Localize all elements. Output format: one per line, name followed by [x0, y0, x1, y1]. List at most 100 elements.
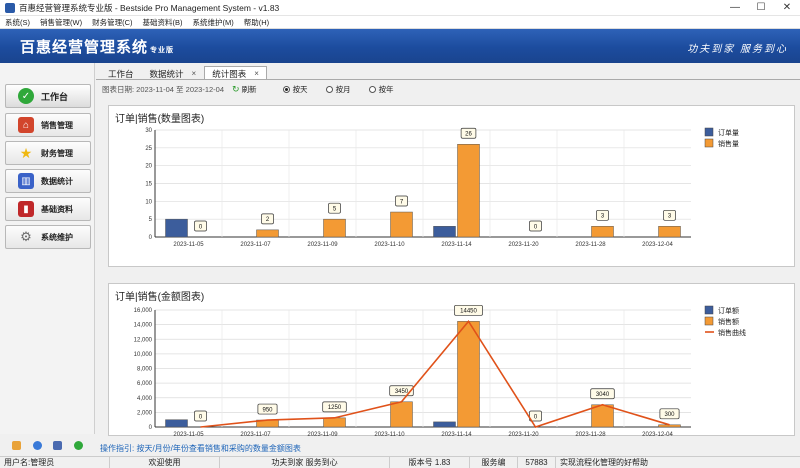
radio-dot	[282, 85, 290, 93]
data-label: 3040	[596, 392, 610, 398]
data-label-box	[663, 209, 676, 221]
tab-statistics[interactable]: 数据统计 ×	[142, 66, 205, 80]
bar-sales	[323, 417, 346, 428]
chart-title: 订单|销售(数量图表)	[115, 114, 205, 125]
add-icon[interactable]	[74, 440, 84, 450]
legend-label: 销售曲线	[718, 328, 746, 337]
y-tick-label: 30	[145, 128, 152, 134]
y-tick-label: 5	[149, 217, 153, 223]
data-label-box	[389, 385, 414, 397]
y-tick-label: 4,000	[137, 396, 153, 402]
menu-system[interactable]: 系统(S)	[5, 17, 30, 27]
data-label: 7	[400, 199, 404, 205]
close-icon[interactable]: ×	[191, 69, 197, 78]
app-icon	[5, 2, 15, 13]
close-button[interactable]: ✕	[782, 2, 792, 13]
brand-name: 百惠经营管理系统	[20, 39, 149, 56]
y-tick-label: 8,000	[137, 367, 153, 373]
bar-order	[165, 419, 188, 428]
menu-basic-data[interactable]: 基础资料(B)	[142, 17, 183, 27]
legend-label: 销售额	[718, 317, 739, 326]
y-tick-label: 6,000	[137, 381, 153, 387]
radio-by-month[interactable]: 按月	[325, 84, 351, 95]
tab-charts[interactable]: 统计图表 ×	[204, 66, 267, 80]
monitor-icon[interactable]	[53, 440, 63, 450]
y-tick-label: 12,000	[134, 337, 153, 343]
operation-hint: 操作指引: 按天/月份/年份查看销售和采购的数量金额图表	[100, 444, 301, 453]
menu-sales[interactable]: 销售管理(W)	[40, 17, 83, 27]
data-label: 2	[266, 217, 270, 223]
sidebar-footer	[0, 434, 95, 456]
status-motto: 功夫到家 服务到心	[220, 456, 390, 468]
data-label-box	[659, 408, 680, 420]
sales-curve-line	[200, 319, 670, 428]
data-label: 3450	[395, 389, 409, 395]
sidebar-item-workbench[interactable]: ✓ 工作台	[5, 84, 91, 108]
data-label-box	[328, 202, 341, 214]
data-label: 0	[534, 414, 538, 420]
menu-help[interactable]: 帮助(H)	[243, 17, 270, 27]
y-tick-label: 0	[149, 235, 153, 241]
chart-title: 订单|销售(金额图表)	[115, 292, 205, 303]
tab-workbench[interactable]: 工作台	[100, 66, 142, 80]
sidebar-item-label: 工作台	[41, 91, 69, 102]
sidebar-item-label: 财务管理	[41, 148, 73, 158]
edit-icon[interactable]	[11, 440, 21, 450]
refresh-icon: ↻	[232, 83, 240, 94]
sidebar-item-statistics[interactable]: ▥ 数据统计	[5, 169, 91, 193]
bar-sales	[457, 321, 480, 428]
sidebar-item-finance[interactable]: ★ 财务管理	[5, 141, 91, 165]
minimize-button[interactable]: —	[730, 2, 740, 13]
data-label: 3	[668, 214, 672, 220]
tab-bar: 工作台 数据统计 × 统计图表 ×	[100, 65, 267, 80]
x-tick-label: 2023-11-28	[575, 242, 606, 248]
menu-bar: 系统(S) 销售管理(W) 财务管理(C) 基础资料(B) 系统维护(M) 帮助…	[0, 16, 800, 29]
maximize-button[interactable]: ☐	[756, 2, 766, 13]
date-range-label: 图表日期: 2023-11-04 至 2023-12-04	[102, 84, 225, 94]
radio-by-year[interactable]: 按年	[368, 84, 394, 95]
menu-maintenance[interactable]: 系统维护(M)	[192, 17, 234, 27]
bar-order	[433, 226, 456, 238]
data-label: 5	[333, 206, 337, 212]
status-version: 版本号 1.83	[390, 456, 470, 468]
house-icon: ⌂	[18, 117, 34, 133]
sidebar-item-maintenance[interactable]: ⚙ 系统维护	[5, 225, 91, 249]
data-label-box	[529, 220, 542, 232]
status-service-label: 服务编	[470, 456, 518, 468]
y-tick-label: 15	[145, 182, 152, 188]
quantity-chart-panel: 订单|销售(数量图表) 0 5 10 15 20 25 30 2023-11-05 0 2023-…	[108, 105, 795, 267]
sidebar-item-label: 系统维护	[41, 232, 73, 242]
sidebar-item-label: 销售管理	[41, 120, 73, 130]
data-label: 0	[534, 224, 538, 230]
radio-label: 按月	[335, 84, 351, 94]
x-tick-label: 2023-11-09	[307, 242, 338, 248]
legend-label: 订单量	[718, 128, 739, 137]
check-icon: ✓	[18, 88, 34, 104]
x-tick-label: 2023-11-20	[508, 432, 539, 437]
sidebar-item-basic-data[interactable]: ▮ 基础资料	[5, 197, 91, 221]
data-label-box	[261, 213, 274, 225]
y-tick-label: 25	[145, 146, 152, 152]
close-icon[interactable]: ×	[254, 69, 259, 78]
bar-sales	[323, 218, 346, 238]
info-icon[interactable]	[32, 440, 42, 450]
title-bar: 百惠经营管理系统专业版 - Bestside Pro Management Sy…	[0, 0, 800, 16]
data-label-box	[322, 401, 347, 413]
bar-sales	[591, 226, 614, 238]
x-tick-label: 2023-11-09	[307, 432, 338, 437]
tab-label: 工作台	[108, 68, 134, 79]
bar-sales	[457, 144, 480, 238]
window-title: 百惠经营管理系统专业版 - Bestside Pro Management Sy…	[19, 2, 280, 13]
status-service-number: 57883	[518, 456, 556, 468]
data-label-box	[194, 220, 207, 232]
menu-finance[interactable]: 财务管理(C)	[92, 17, 133, 27]
x-tick-label: 2023-12-04	[642, 242, 673, 248]
bar-sales	[390, 401, 413, 428]
sidebar-item-sales[interactable]: ⌂ 销售管理	[5, 113, 91, 137]
brand-title: 百惠经营管理系统 专业版	[20, 36, 174, 57]
data-label-box	[257, 403, 278, 415]
x-tick-label: 2023-11-07	[240, 242, 271, 248]
refresh-button[interactable]: ↻ 刷新	[232, 84, 257, 95]
data-label-box	[596, 209, 609, 221]
radio-by-day[interactable]: 按天	[282, 84, 308, 95]
